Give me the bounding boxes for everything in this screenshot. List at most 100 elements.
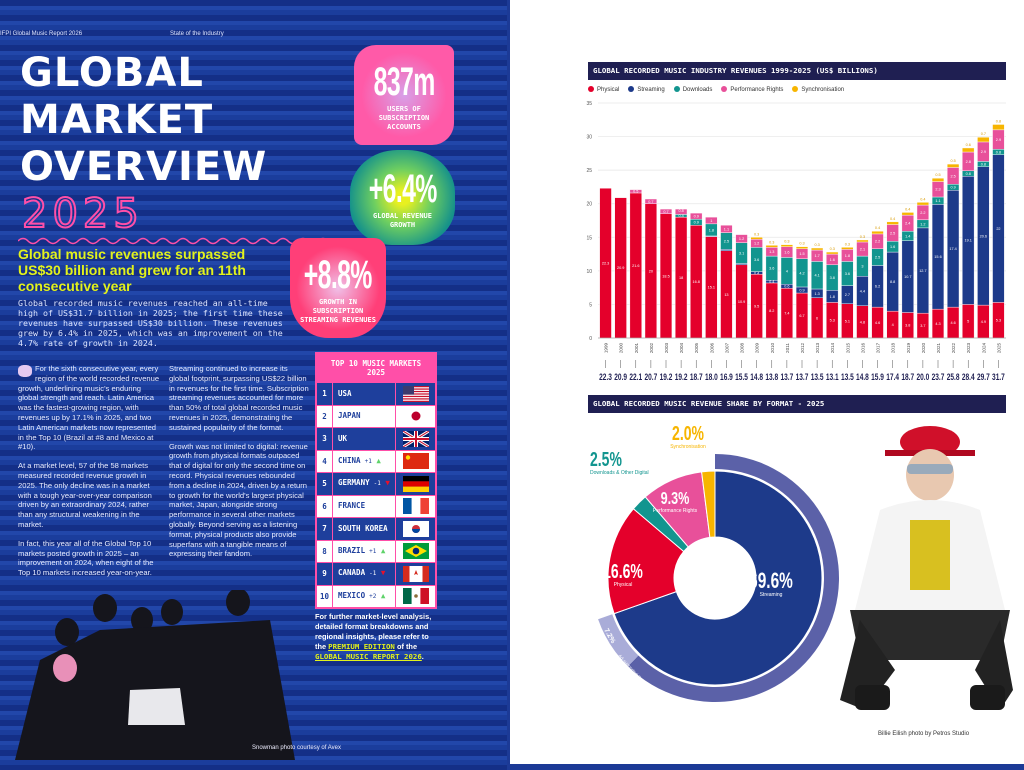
x-tick-label: 2023 — [966, 342, 971, 353]
segment-label: 0.3 — [799, 242, 804, 246]
x-tick-label: 2007 — [724, 342, 729, 353]
stat-badge-growth: +6.4% GLOBAL REVENUE GROWTH — [350, 150, 455, 245]
segment-label: 3.6 — [769, 267, 774, 271]
market-name: JAPAN — [333, 411, 395, 421]
photo-caption: Billie Eilish photo by Petros Studio — [878, 731, 970, 737]
segment-label: 1.2 — [739, 237, 744, 241]
slice-label: Performance Rights — [653, 508, 698, 514]
market-label: CANADA — [338, 568, 366, 578]
rank: 4 — [317, 450, 333, 472]
total-label: 28.4 — [962, 372, 975, 382]
legend-swatch — [721, 86, 728, 92]
segment-label: 13 — [724, 293, 728, 297]
total-label: 14.8 — [856, 372, 869, 382]
segment-label: 5.3 — [830, 319, 835, 323]
x-tick-label: 2004 — [679, 342, 684, 353]
slice-percent: 2.0% — [672, 421, 704, 444]
segment-label: 3.6 — [845, 272, 850, 276]
total-label: 19.2 — [660, 372, 673, 382]
total-label: 19.2 — [675, 372, 688, 382]
bar-segment-synchronisation — [765, 245, 778, 248]
segment-label: 0.7 — [648, 200, 653, 204]
total-label: 16.9 — [720, 372, 733, 382]
segment-label: 3.8 — [905, 324, 910, 328]
rank: 10 — [317, 585, 333, 607]
segment-label: 10.7 — [904, 275, 911, 279]
market-row: 7 SOUTH KOREA — [317, 517, 435, 540]
segment-label: 0.3 — [860, 235, 865, 239]
paragraph: Streaming continued to increase its glob… — [169, 364, 309, 432]
legend-swatch — [792, 86, 799, 92]
x-tick-label: 2016 — [860, 342, 865, 353]
flag-jp-icon — [395, 405, 435, 427]
segment-label: 1.8 — [830, 295, 835, 299]
segment-label: 20.6 — [980, 234, 987, 238]
bar-segment-synchronisation — [901, 212, 914, 216]
segment-label: 1.5 — [799, 252, 804, 256]
slice-percent: 9.3% — [661, 489, 690, 509]
segment-label: 1.2 — [920, 222, 925, 226]
x-tick-label: 2017 — [876, 342, 881, 353]
segment-label: 5.1 — [845, 319, 850, 323]
intro-paragraph: Global recorded music revenues reached a… — [18, 298, 283, 348]
market-row: 9 CANADA -1 ▼ — [317, 562, 435, 585]
segment-label: 21.6 — [632, 264, 639, 268]
segment-label: 7.4 — [784, 312, 789, 316]
flag-br-icon — [395, 540, 435, 562]
segment-label: 8.2 — [769, 309, 774, 313]
total-label: 22.3 — [599, 372, 612, 382]
bar-segment-performance-rights — [720, 224, 733, 233]
paragraph: In fact, this year all of the Global Top… — [18, 538, 154, 578]
total-label: 29.7 — [977, 372, 990, 382]
ring-label: Subscription Streaming — [769, 685, 821, 703]
bar-segment-synchronisation — [886, 221, 899, 225]
segment-label: 1 — [710, 219, 712, 223]
segment-label: 0.3 — [769, 240, 774, 244]
premium-edition-link[interactable]: PREMIUM EDITION — [328, 642, 395, 651]
market-name: CHINA +1 ▲ — [333, 456, 395, 467]
segment-label: 2.2 — [875, 240, 880, 244]
report-link[interactable]: GLOBAL MUSIC REPORT 2026 — [315, 652, 422, 661]
segment-label: 3.1 — [739, 251, 744, 255]
segment-label: 4.3 — [935, 322, 940, 326]
segment-label: 4.6 — [875, 321, 880, 325]
arrow-up-icon: ▲ — [380, 545, 386, 555]
market-row: 1 USA — [317, 382, 435, 405]
market-name: GERMANY -1 ▼ — [333, 478, 395, 489]
page-title-line-2: MARKET — [20, 97, 214, 143]
segment-label: 1.6 — [830, 258, 835, 262]
total-label: 17.4 — [886, 372, 899, 382]
stat-value: 837m — [373, 59, 436, 104]
left-page: IFPI Global Music Report 2026 State of t… — [0, 0, 507, 770]
segment-label: 2.5 — [890, 231, 895, 235]
total-label: 13.5 — [811, 372, 824, 382]
bar-segment-synchronisation — [931, 177, 945, 182]
subtitle: Global music revenues surpassed US$30 bi… — [18, 246, 246, 294]
segment-label: 6.2 — [875, 285, 880, 289]
y-tick-label: 15 — [586, 235, 592, 241]
market-row: 10 MEXICO +2 ▲ — [317, 584, 435, 607]
segment-label: 6.7 — [799, 314, 804, 318]
total-label: 13.5 — [841, 372, 854, 382]
stat-value: +8.8% — [304, 252, 373, 297]
segment-label: 0.4 — [754, 271, 759, 275]
rank-change: -1 — [369, 570, 377, 578]
market-row: 2 JAPAN — [317, 404, 435, 427]
segment-label: 0.8 — [966, 172, 971, 176]
segment-label: 0.3 — [784, 240, 789, 244]
segment-label: 19.1 — [965, 239, 972, 243]
segment-label: 0.5 — [950, 159, 955, 163]
x-tick-label: 2019 — [906, 342, 911, 353]
x-tick-label: 2011 — [785, 343, 790, 353]
note-text: of the — [394, 642, 418, 651]
report-name: IFPI Global Music Report 2026 — [0, 31, 83, 37]
body-column-2: Streaming continued to increase its glob… — [169, 364, 309, 568]
flag-cn-icon — [395, 450, 435, 472]
legend-label: Downloads — [682, 87, 713, 93]
segment-label: 4.8 — [860, 320, 865, 324]
x-tick-label: 2022 — [951, 342, 956, 353]
market-row: 6 FRANCE — [317, 494, 435, 517]
segment-label: 0.3 — [754, 232, 759, 236]
photo-caption: Snowman photo courtesy of Avex — [252, 745, 341, 751]
market-name: FRANCE — [333, 501, 395, 511]
